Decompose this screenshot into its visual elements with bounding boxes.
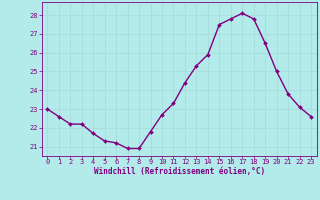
X-axis label: Windchill (Refroidissement éolien,°C): Windchill (Refroidissement éolien,°C) bbox=[94, 167, 265, 176]
